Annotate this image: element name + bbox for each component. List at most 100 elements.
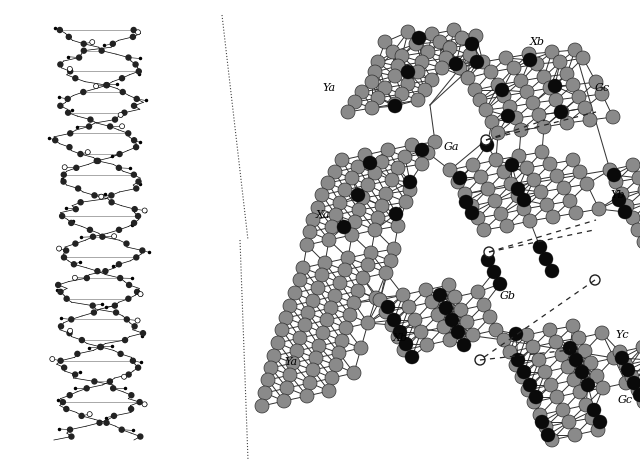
Circle shape	[68, 220, 74, 226]
Circle shape	[527, 173, 541, 187]
Circle shape	[561, 360, 575, 374]
Circle shape	[405, 138, 419, 152]
Circle shape	[411, 93, 425, 107]
Circle shape	[585, 411, 599, 425]
Text: Xb: Xb	[530, 37, 545, 47]
Circle shape	[68, 427, 72, 432]
Circle shape	[320, 313, 334, 327]
Circle shape	[108, 379, 113, 384]
Circle shape	[507, 61, 521, 75]
Circle shape	[283, 299, 297, 313]
Circle shape	[306, 294, 320, 308]
Circle shape	[264, 361, 278, 375]
Circle shape	[495, 83, 509, 97]
Circle shape	[497, 89, 511, 103]
Circle shape	[556, 403, 570, 417]
Circle shape	[339, 321, 353, 335]
Circle shape	[584, 356, 598, 370]
Circle shape	[364, 246, 378, 260]
Circle shape	[135, 318, 140, 323]
Circle shape	[104, 420, 109, 425]
Circle shape	[311, 201, 325, 215]
Circle shape	[447, 23, 461, 37]
Circle shape	[567, 373, 581, 387]
Circle shape	[277, 394, 291, 408]
Circle shape	[533, 408, 547, 422]
Circle shape	[142, 208, 147, 213]
Circle shape	[56, 246, 61, 251]
Circle shape	[499, 51, 513, 65]
Circle shape	[72, 262, 76, 267]
Circle shape	[633, 388, 640, 402]
Circle shape	[512, 149, 526, 163]
Circle shape	[126, 296, 131, 301]
Circle shape	[325, 371, 339, 385]
Circle shape	[621, 363, 635, 377]
Circle shape	[92, 193, 97, 198]
Circle shape	[575, 365, 589, 379]
Circle shape	[61, 179, 66, 184]
Circle shape	[479, 103, 493, 117]
Circle shape	[520, 328, 534, 342]
Circle shape	[136, 179, 141, 184]
Circle shape	[503, 345, 517, 359]
Circle shape	[118, 113, 123, 117]
Circle shape	[596, 381, 610, 395]
Circle shape	[583, 113, 597, 127]
Circle shape	[393, 325, 407, 339]
Circle shape	[275, 323, 289, 337]
Circle shape	[569, 206, 583, 220]
Circle shape	[99, 48, 104, 53]
Circle shape	[572, 90, 586, 104]
Circle shape	[532, 353, 546, 367]
Circle shape	[73, 207, 78, 211]
Circle shape	[379, 266, 393, 280]
Text: Xb: Xb	[393, 333, 408, 343]
Circle shape	[501, 109, 515, 123]
Circle shape	[109, 193, 114, 198]
Circle shape	[120, 124, 125, 129]
Circle shape	[487, 265, 501, 279]
Circle shape	[381, 300, 395, 314]
Circle shape	[90, 40, 95, 45]
Circle shape	[626, 211, 640, 225]
Circle shape	[463, 48, 477, 62]
Circle shape	[312, 339, 326, 353]
Circle shape	[88, 117, 93, 122]
Circle shape	[136, 213, 141, 219]
Circle shape	[341, 251, 355, 265]
Circle shape	[290, 344, 304, 358]
Circle shape	[73, 241, 78, 246]
Circle shape	[329, 208, 343, 222]
Circle shape	[527, 395, 541, 409]
Circle shape	[60, 213, 65, 219]
Circle shape	[619, 376, 633, 390]
Circle shape	[609, 175, 623, 189]
Circle shape	[388, 69, 402, 83]
Circle shape	[134, 255, 139, 260]
Circle shape	[67, 393, 72, 398]
Circle shape	[81, 41, 86, 46]
Circle shape	[335, 153, 349, 167]
Circle shape	[255, 399, 269, 413]
Circle shape	[381, 143, 395, 157]
Circle shape	[389, 207, 403, 221]
Circle shape	[315, 268, 329, 282]
Circle shape	[368, 65, 382, 79]
Circle shape	[395, 87, 409, 101]
Circle shape	[530, 57, 544, 71]
Circle shape	[595, 87, 609, 101]
Circle shape	[68, 328, 72, 333]
Circle shape	[626, 158, 640, 172]
Circle shape	[87, 412, 92, 417]
Circle shape	[442, 278, 456, 292]
Circle shape	[142, 402, 147, 407]
Circle shape	[401, 25, 415, 39]
Circle shape	[58, 103, 63, 108]
Circle shape	[113, 310, 118, 315]
Circle shape	[509, 358, 523, 372]
Circle shape	[448, 290, 462, 304]
Circle shape	[133, 62, 138, 67]
Text: Ga: Ga	[444, 142, 460, 152]
Circle shape	[587, 403, 601, 417]
